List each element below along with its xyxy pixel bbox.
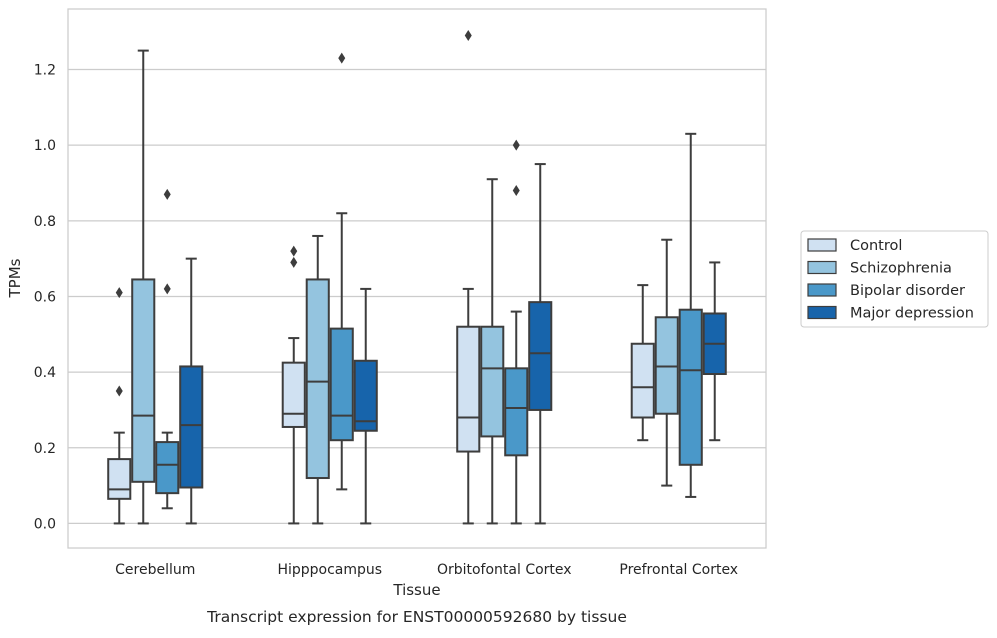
plot-frame: [67, 8, 767, 549]
box-0-1: [281, 245, 306, 525]
outlier-point: [163, 188, 171, 200]
box-iqr: [528, 301, 553, 411]
outlier-point: [115, 385, 123, 397]
box-2-0: [155, 188, 180, 510]
outlier-point: [115, 287, 123, 299]
x-axis-ticks: Cerebellum Hipppocampus Orbitofontal Corte…: [115, 562, 738, 578]
box-groups: [107, 29, 727, 525]
box-iqr: [678, 308, 703, 466]
legend-label: Major depression: [850, 306, 974, 322]
box-iqr: [281, 361, 306, 428]
box-iqr: [155, 441, 180, 495]
y-tick-label: 0.6: [34, 289, 56, 305]
box-3-2: [528, 163, 553, 525]
box-1-0: [131, 49, 156, 525]
box-iqr: [353, 359, 378, 432]
box-3-1: [353, 287, 378, 525]
box-1-3: [654, 238, 679, 487]
box-iqr: [107, 458, 132, 500]
box-2-2: [504, 139, 529, 525]
box-iqr: [630, 342, 655, 419]
chart-title: Transcript expression for ENST0000059268…: [206, 608, 627, 626]
box-iqr: [179, 365, 204, 489]
y-axis-ticks: 0.0 0.2 0.4 0.6 0.8 1.0 1.2: [34, 63, 56, 533]
box-2-1: [329, 52, 354, 491]
box-0-2: [456, 29, 481, 525]
box-2-3: [678, 132, 703, 498]
outlier-point: [290, 256, 298, 268]
box-3-0: [179, 257, 204, 525]
box-3-3: [702, 261, 727, 442]
y-tick-label: 1.0: [34, 138, 56, 154]
y-tick-label: 1.2: [34, 63, 56, 79]
legend-label: Schizophrenia: [850, 261, 952, 277]
legend-frame: [800, 230, 989, 328]
legend-swatch: [807, 305, 837, 320]
x-tick-label: Hipppocampus: [277, 562, 382, 578]
box-iqr: [480, 325, 505, 438]
legend: Control Schizophrenia Bipolar disorder Majo…: [800, 230, 989, 328]
legend-swatch: [807, 238, 837, 252]
outlier-point: [163, 283, 171, 295]
box-iqr: [305, 278, 330, 480]
legend-swatch: [807, 260, 837, 275]
y-tick-label: 0.2: [34, 441, 56, 457]
y-tick-label: 0.4: [34, 365, 56, 381]
box-0-0: [107, 287, 132, 525]
y-tick-label: 0.8: [34, 214, 56, 230]
x-axis-label: Tissue: [392, 581, 440, 599]
box-iqr: [329, 327, 354, 442]
outlier-point: [290, 245, 298, 257]
outlier-point: [338, 52, 346, 64]
outlier-point: [464, 29, 472, 41]
box-1-1: [305, 234, 330, 525]
x-tick-label: Prefrontal Cortex: [619, 562, 738, 578]
outlier-point: [512, 139, 520, 151]
x-tick-label: Orbitofontal Cortex: [437, 562, 572, 578]
box-iqr: [131, 278, 156, 483]
legend-swatch: [807, 283, 837, 297]
box-iqr: [456, 325, 481, 453]
x-tick-label: Cerebellum: [115, 562, 195, 578]
legend-label: Control: [850, 238, 902, 254]
y-tick-label: 0.0: [34, 516, 56, 532]
box-iqr: [504, 367, 529, 457]
box-0-3: [630, 284, 655, 442]
y-axis-label: TPMs: [6, 258, 24, 298]
legend-label: Bipolar disorder: [850, 283, 965, 299]
outlier-point: [512, 185, 520, 197]
box-1-2: [480, 178, 505, 525]
